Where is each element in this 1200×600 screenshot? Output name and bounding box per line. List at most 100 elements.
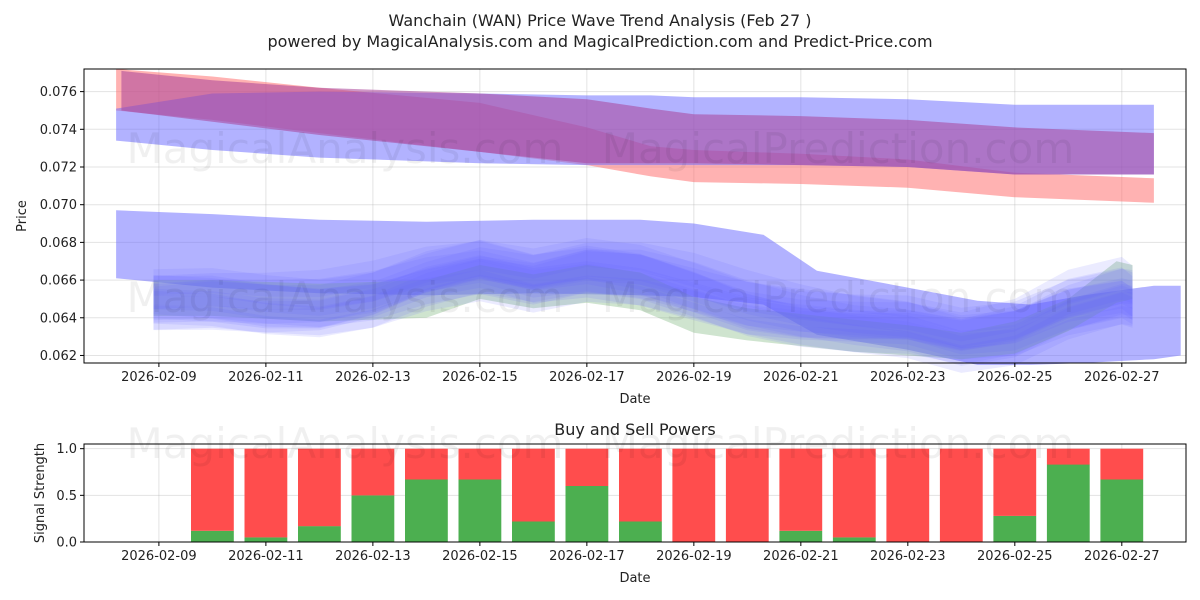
- buy-bar: [1100, 479, 1144, 542]
- sell-bar: [351, 448, 395, 496]
- signal-x-ticks: 2026-02-09 2026-02-11 2026-02-13 2026-02-15…: [121, 542, 1160, 564]
- sell-bar: [512, 448, 555, 522]
- price-y-ticks: 0.062 0.064 0.066 0.068 0.070 0.072 0.074 0.076: [40, 85, 84, 364]
- price-x-ticks: 2026-02-09 2026-02-11 2026-02-13 2026-02-15…: [121, 363, 1160, 385]
- blue-wave-band: [153, 249, 1133, 351]
- signal-x-tick-label: 2026-02-21: [763, 549, 839, 564]
- signal-x-tick-label: 2026-02-17: [549, 549, 625, 564]
- sell-bar: [939, 448, 983, 542]
- purple-overlap-band: [121, 70, 1154, 175]
- signal-y-tick-label: 0.5: [56, 489, 77, 504]
- chart-title-line1: Wanchain (WAN) Price Wave Trend Analysis…: [389, 11, 812, 30]
- blue-wave-band: [153, 245, 1133, 349]
- buy-bar: [244, 537, 288, 542]
- signal-chart-title: Buy and Sell Powers: [554, 420, 716, 439]
- signal-x-tick-label: 2026-02-09: [121, 549, 197, 564]
- sell-bar: [725, 448, 769, 542]
- signal-y-ticks: 0.0 0.5 1.0: [56, 442, 84, 551]
- sell-bar: [298, 448, 341, 527]
- buy-bar: [993, 515, 1037, 542]
- price-x-tick-label: 2026-02-25: [977, 370, 1053, 385]
- buy-bar: [512, 521, 555, 542]
- price-x-tick-label: 2026-02-13: [335, 370, 411, 385]
- price-bands: [116, 69, 1181, 373]
- wide-blue-band: [116, 210, 1181, 365]
- green-wave-band: [153, 261, 1133, 360]
- blue-wave-band: [153, 258, 1133, 366]
- buy-bar: [351, 495, 395, 542]
- buy-bar: [779, 530, 823, 542]
- price-y-tick-label: 0.076: [40, 85, 77, 100]
- sell-bar: [565, 448, 609, 486]
- sell-bar: [993, 448, 1037, 516]
- watermark-prediction-top: MagicalPrediction.com: [602, 124, 1075, 173]
- sell-bar: [619, 448, 662, 522]
- price-y-tick-label: 0.074: [40, 123, 77, 138]
- price-chart: MagicalAnalysis.com MagicalPrediction.co…: [15, 68, 1187, 407]
- sell-bar: [405, 448, 448, 480]
- sell-bar: [672, 448, 716, 542]
- watermark-analysis-mid: MagicalAnalysis.com: [127, 273, 564, 322]
- signal-x-axis-label: Date: [619, 571, 650, 586]
- chart-title-line2: powered by MagicalAnalysis.com and Magic…: [267, 32, 932, 51]
- blue-wave-band: [153, 241, 1133, 348]
- price-y-tick-label: 0.062: [40, 349, 77, 364]
- price-plot-frame: [83, 68, 1187, 364]
- blue-wave-band: [153, 274, 1133, 373]
- price-x-tick-label: 2026-02-23: [870, 370, 946, 385]
- sell-bar: [1100, 448, 1144, 480]
- watermark-prediction-mid: MagicalPrediction.com: [602, 273, 1075, 322]
- signal-x-tick-label: 2026-02-19: [656, 549, 732, 564]
- price-y-tick-label: 0.072: [40, 161, 77, 176]
- sell-bar: [1046, 448, 1090, 465]
- buy-bar: [1046, 464, 1090, 542]
- buy-bar: [619, 521, 662, 542]
- signal-y-tick-label: 1.0: [56, 442, 77, 457]
- signal-x-tick-label: 2026-02-27: [1084, 549, 1160, 564]
- blue-wave-band: [153, 240, 1133, 342]
- buy-bar: [298, 526, 341, 542]
- price-x-tick-label: 2026-02-19: [656, 370, 732, 385]
- blue-wave-band: [153, 238, 1133, 333]
- sell-bar: [458, 448, 502, 480]
- price-y-tick-label: 0.068: [40, 236, 77, 251]
- price-y-tick-label: 0.064: [40, 311, 77, 326]
- sell-bar: [832, 448, 876, 538]
- buy-bar: [565, 486, 609, 542]
- buy-bar: [191, 530, 234, 542]
- price-y-tick-label: 0.070: [40, 198, 77, 213]
- blue-wave-band: [153, 251, 1133, 360]
- blue-wave-band: [153, 260, 1133, 352]
- price-x-axis-label: Date: [619, 392, 650, 407]
- buy-bar: [405, 479, 448, 542]
- signal-y-tick-label: 0.0: [56, 536, 77, 551]
- blue-wave-band: [153, 250, 1133, 355]
- signal-plot-frame: [83, 443, 1187, 543]
- sell-bar: [886, 448, 930, 542]
- price-x-tick-label: 2026-02-11: [228, 370, 304, 385]
- signal-x-tick-label: 2026-02-13: [335, 549, 411, 564]
- blue-wave-band: [153, 269, 1133, 365]
- buy-bar: [458, 479, 502, 542]
- price-y-tick-label: 0.066: [40, 274, 77, 289]
- price-x-tick-label: 2026-02-21: [763, 370, 839, 385]
- price-x-tick-label: 2026-02-27: [1084, 370, 1160, 385]
- signal-chart: Buy and Sell Powers MagicalAnalysis.com …: [33, 419, 1187, 586]
- price-x-tick-label: 2026-02-09: [121, 370, 197, 385]
- price-x-tick-label: 2026-02-17: [549, 370, 625, 385]
- signal-x-tick-label: 2026-02-23: [870, 549, 946, 564]
- watermark-analysis-top: MagicalAnalysis.com: [127, 124, 564, 173]
- signal-bars: [191, 448, 1144, 542]
- signal-y-axis-label: Signal Strength: [33, 443, 48, 543]
- sell-bar: [779, 448, 823, 531]
- sell-bar: [244, 448, 288, 538]
- signal-x-tick-label: 2026-02-25: [977, 549, 1053, 564]
- price-y-axis-label: Price: [15, 200, 30, 232]
- sell-bar: [191, 448, 234, 531]
- price-x-tick-label: 2026-02-15: [442, 370, 518, 385]
- signal-x-tick-label: 2026-02-15: [442, 549, 518, 564]
- buy-bar: [832, 537, 876, 542]
- blue-wave-band: [153, 255, 1133, 350]
- signal-x-tick-label: 2026-02-11: [228, 549, 304, 564]
